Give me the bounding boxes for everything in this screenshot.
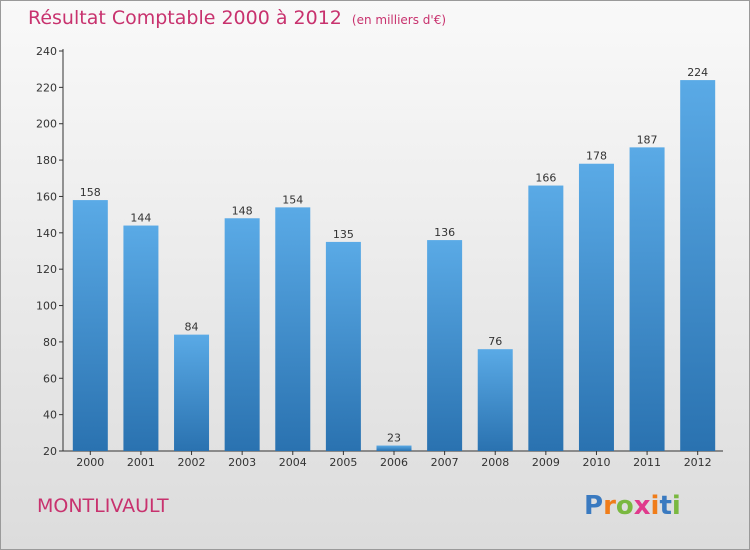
bar-value-label: 148 — [232, 204, 253, 217]
bar — [224, 218, 260, 451]
bar — [427, 240, 463, 451]
bar-value-label: 23 — [387, 432, 401, 445]
bar — [629, 147, 665, 451]
logo-letter: t — [659, 491, 672, 521]
y-tick-label: 120 — [36, 263, 57, 276]
y-tick-label: 220 — [36, 81, 57, 94]
y-tick-label: 140 — [36, 227, 57, 240]
location-label: MONTLIVAULT — [37, 495, 169, 517]
bar — [72, 200, 108, 451]
y-tick-label: 80 — [43, 336, 57, 349]
logo-letter: i — [671, 491, 681, 521]
y-tick-label: 60 — [43, 372, 57, 385]
y-tick-label: 40 — [43, 409, 57, 422]
x-tick-label: 2007 — [431, 456, 459, 469]
x-tick-label: 2002 — [178, 456, 206, 469]
x-tick-label: 2011 — [633, 456, 661, 469]
bar — [123, 225, 159, 451]
x-tick-label: 2008 — [481, 456, 509, 469]
logo-letter: P — [584, 491, 604, 521]
y-tick-label: 20 — [43, 445, 57, 458]
bar-value-label: 166 — [535, 172, 556, 185]
x-tick-label: 2010 — [582, 456, 610, 469]
bar — [477, 349, 513, 451]
logo-letter: x — [633, 491, 651, 521]
bar-value-label: 84 — [185, 321, 199, 334]
y-tick-label: 180 — [36, 154, 57, 167]
x-tick-label: 2001 — [127, 456, 155, 469]
bar-value-label: 135 — [333, 228, 354, 241]
logo-letter: r — [603, 491, 616, 521]
x-tick-label: 2003 — [228, 456, 256, 469]
y-tick-label: 160 — [36, 190, 57, 203]
x-tick-label: 2012 — [684, 456, 712, 469]
logo-letter: o — [615, 491, 634, 521]
bar-value-label: 158 — [80, 186, 101, 199]
bar-value-label: 136 — [434, 226, 455, 239]
bar-value-label: 76 — [488, 335, 502, 348]
bar-value-label: 187 — [637, 133, 658, 146]
bar-value-label: 178 — [586, 150, 607, 163]
bar — [578, 163, 614, 451]
x-tick-label: 2005 — [329, 456, 357, 469]
bar — [680, 80, 716, 451]
bar-value-label: 144 — [130, 212, 151, 225]
bar — [528, 185, 564, 451]
x-tick-label: 2000 — [76, 456, 104, 469]
x-tick-label: 2006 — [380, 456, 408, 469]
y-tick-label: 240 — [36, 45, 57, 58]
title-unit: (en milliers d'€) — [351, 13, 447, 27]
y-tick-label: 200 — [36, 118, 57, 131]
bar — [174, 334, 210, 451]
bar-value-label: 224 — [687, 66, 708, 79]
proxiti-logo: Proxiti — [584, 491, 681, 521]
bar — [376, 445, 412, 451]
bar-value-label: 154 — [282, 193, 303, 206]
x-tick-label: 2004 — [279, 456, 307, 469]
title-main: Résultat Comptable 2000 à 2012 — [28, 7, 342, 29]
logo-letter: i — [650, 491, 660, 521]
x-tick-label: 2009 — [532, 456, 560, 469]
chart-title: Résultat Comptable 2000 à 2012 (en millie… — [28, 7, 446, 29]
bar — [325, 241, 361, 451]
y-tick-label: 100 — [36, 300, 57, 313]
bar — [275, 207, 311, 451]
